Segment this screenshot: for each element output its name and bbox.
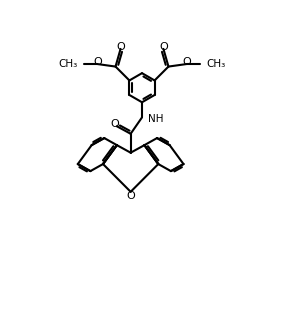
Text: O: O [93, 57, 102, 67]
Text: CH₃: CH₃ [59, 59, 78, 69]
Text: O: O [110, 119, 119, 129]
Text: NH: NH [148, 114, 163, 124]
Text: O: O [116, 42, 125, 52]
Text: O: O [182, 57, 191, 67]
Text: CH₃: CH₃ [206, 59, 225, 69]
Text: O: O [159, 42, 168, 52]
Text: O: O [126, 191, 135, 201]
